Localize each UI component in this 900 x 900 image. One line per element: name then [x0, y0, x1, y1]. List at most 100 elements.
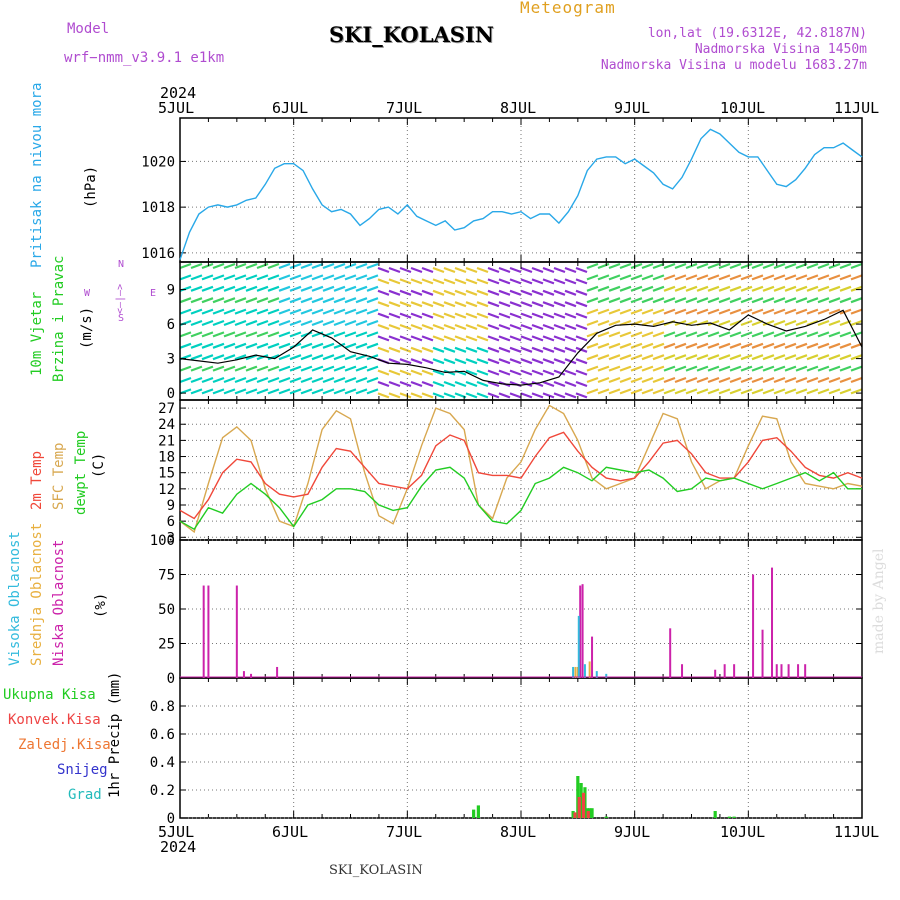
wind-barb [718, 308, 731, 315]
precip-bar [604, 816, 608, 818]
tick-bottom-4: 9JUL [614, 823, 651, 841]
cloud-bar [681, 664, 684, 678]
year-bottom: 2024 [160, 838, 197, 856]
wind-barb [630, 376, 643, 384]
wind-barb [641, 354, 654, 361]
cloud-bar [579, 585, 582, 678]
wind-barb [300, 319, 313, 327]
wind-barb [388, 266, 401, 274]
wind-barb [498, 358, 511, 365]
cloud-bar [588, 661, 591, 678]
wind-barb [333, 331, 346, 338]
wind-barb [751, 342, 764, 349]
wind-barb [652, 365, 665, 372]
wind-barb [817, 342, 830, 349]
wind-barb [575, 369, 588, 376]
footer-site: SKI_KOLASIN [329, 863, 423, 878]
wind-barb [542, 323, 555, 331]
wind-barb [795, 331, 808, 338]
wind-barb [696, 376, 709, 384]
wind-barb [608, 376, 621, 384]
wind-barb [388, 380, 401, 388]
wind-barb [454, 380, 467, 388]
wind-barb [223, 365, 236, 372]
wind-barb [806, 274, 819, 281]
cloud-ytick-label: 50 [158, 602, 175, 618]
wind-barb [531, 358, 544, 365]
wind-barb [399, 301, 412, 308]
wind-barb [806, 331, 819, 338]
wind-barb [476, 312, 489, 319]
wind-barb [663, 274, 676, 281]
wind-barb [773, 285, 786, 292]
wind-barb [190, 274, 203, 281]
wind-barb [608, 319, 621, 327]
wind-barb [839, 342, 852, 349]
wind-barb [289, 354, 302, 361]
wind-barb [542, 301, 555, 308]
wind-barb [817, 376, 830, 384]
wind-barb [421, 346, 434, 353]
wind-barb [850, 388, 863, 395]
cloud-bar [235, 585, 238, 678]
wind-barb [762, 354, 775, 361]
wind-barb [344, 274, 357, 281]
wind-barb [663, 388, 676, 395]
wind-barb [410, 369, 423, 376]
wind-barb [762, 319, 775, 327]
wind-barb [630, 274, 643, 281]
wind-barb [487, 289, 500, 296]
wind-barb [553, 369, 566, 376]
wind-barb [696, 297, 709, 304]
wind-barb [575, 323, 588, 331]
wind-barb [311, 365, 324, 372]
wind-barb [300, 274, 313, 281]
wind-barb [179, 274, 192, 281]
precip-bar [579, 783, 583, 818]
wind-barb [740, 331, 753, 338]
wind-barb [476, 392, 489, 399]
wind-barb [773, 376, 786, 384]
wind-barb [674, 331, 687, 338]
wind-barb [520, 278, 533, 285]
wind-barb [366, 342, 379, 349]
tick-top-2: 7JUL [386, 99, 423, 117]
wind-barb [773, 365, 786, 372]
wind-barb [817, 354, 830, 361]
wind-barb [663, 331, 676, 338]
wind-barb [421, 369, 434, 376]
wind-barb [267, 297, 280, 304]
wind-barb [432, 369, 445, 376]
wind-barb [267, 388, 280, 395]
tick-top-5: 10JUL [720, 99, 766, 117]
wind-barb [476, 335, 489, 342]
wind-barb [740, 308, 753, 315]
cloud-bar [572, 666, 575, 678]
wind-barb [267, 285, 280, 292]
wind-barb [311, 308, 324, 315]
wind-barb [454, 289, 467, 296]
pressure-line [179, 128, 863, 260]
wind-barb [322, 308, 335, 315]
wind-barb [476, 346, 489, 353]
wind-barb [223, 342, 236, 349]
wind-barb [289, 331, 302, 338]
wind-barb [850, 308, 863, 315]
wind-barb [663, 285, 676, 292]
wind-barb [223, 297, 236, 304]
wind-barb [564, 358, 577, 365]
wind-barb [806, 297, 819, 304]
wind-barb [531, 323, 544, 331]
wind-barb [652, 308, 665, 315]
tick-top-4: 9JUL [614, 99, 651, 117]
wind-barb [839, 376, 852, 384]
wind-ytick-label: 6 [167, 317, 175, 333]
wind-barb [839, 308, 852, 315]
precip-label-conv: Konvek.Kisa [8, 712, 101, 728]
wind-barb [586, 262, 599, 270]
cloud-bar [276, 666, 279, 678]
wind-barb [432, 289, 445, 296]
model-value: wrf−nmm_v3.9.1 e1km [64, 50, 225, 66]
wind-barb [366, 262, 379, 270]
wind-barb [586, 388, 599, 395]
